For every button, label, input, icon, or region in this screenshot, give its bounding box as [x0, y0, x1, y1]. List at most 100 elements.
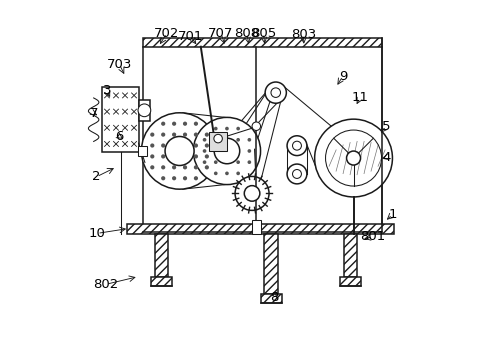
Circle shape — [202, 149, 206, 153]
Circle shape — [182, 143, 187, 148]
Text: 707: 707 — [208, 27, 233, 40]
Text: 1: 1 — [387, 208, 396, 221]
Text: 5: 5 — [381, 120, 390, 133]
Circle shape — [224, 149, 228, 153]
Text: 6: 6 — [115, 130, 123, 143]
Text: 3: 3 — [103, 84, 111, 97]
Circle shape — [172, 154, 176, 159]
Bar — [138, 146, 146, 156]
Text: 10: 10 — [89, 227, 105, 240]
Bar — [343, 234, 356, 277]
Circle shape — [292, 169, 301, 179]
Circle shape — [161, 165, 165, 169]
Circle shape — [182, 165, 187, 169]
Bar — [102, 87, 138, 152]
Circle shape — [182, 132, 187, 137]
Circle shape — [247, 138, 250, 142]
Circle shape — [172, 176, 176, 180]
Circle shape — [252, 122, 260, 131]
Circle shape — [213, 134, 222, 143]
Bar — [252, 220, 260, 234]
Circle shape — [213, 138, 217, 142]
Circle shape — [193, 176, 197, 180]
Circle shape — [224, 160, 228, 164]
Circle shape — [213, 149, 217, 153]
Text: 805: 805 — [250, 27, 276, 40]
Text: 808: 808 — [234, 27, 259, 40]
Circle shape — [204, 132, 208, 137]
Bar — [339, 277, 360, 286]
Circle shape — [224, 171, 228, 175]
Circle shape — [193, 132, 197, 137]
Bar — [138, 100, 150, 121]
Bar — [127, 224, 393, 234]
Circle shape — [247, 149, 250, 153]
Circle shape — [172, 122, 176, 126]
Circle shape — [234, 176, 269, 211]
Circle shape — [193, 165, 197, 169]
Circle shape — [236, 138, 239, 142]
Text: 7: 7 — [89, 106, 98, 120]
Circle shape — [236, 171, 239, 175]
Text: 703: 703 — [107, 58, 132, 71]
Circle shape — [193, 154, 197, 159]
Circle shape — [172, 143, 176, 148]
Circle shape — [292, 141, 301, 150]
Circle shape — [213, 171, 217, 175]
Circle shape — [204, 154, 208, 159]
Text: 2: 2 — [92, 170, 101, 183]
Circle shape — [161, 176, 165, 180]
Bar — [151, 277, 172, 286]
Text: 8: 8 — [269, 291, 278, 304]
Text: 803: 803 — [290, 28, 315, 41]
Circle shape — [247, 160, 250, 164]
Circle shape — [161, 154, 165, 159]
Circle shape — [314, 119, 392, 197]
Circle shape — [150, 154, 154, 159]
Bar — [143, 38, 381, 47]
Circle shape — [213, 127, 217, 130]
Circle shape — [236, 127, 239, 130]
Circle shape — [204, 143, 208, 148]
Text: 4: 4 — [381, 151, 389, 164]
Circle shape — [244, 186, 260, 201]
Circle shape — [325, 130, 381, 186]
Circle shape — [172, 165, 176, 169]
Circle shape — [287, 164, 306, 184]
Circle shape — [202, 160, 206, 164]
Circle shape — [182, 154, 187, 159]
Circle shape — [224, 138, 228, 142]
Bar — [209, 132, 226, 151]
Circle shape — [161, 143, 165, 148]
Circle shape — [214, 138, 239, 164]
Circle shape — [172, 132, 176, 137]
Text: 701: 701 — [178, 30, 203, 43]
Bar — [264, 234, 278, 294]
Bar — [154, 234, 168, 277]
Circle shape — [213, 160, 217, 164]
Circle shape — [202, 138, 206, 142]
Circle shape — [287, 136, 306, 155]
Circle shape — [150, 143, 154, 148]
Circle shape — [193, 122, 197, 126]
Circle shape — [236, 149, 239, 153]
Circle shape — [271, 88, 280, 97]
Text: 801: 801 — [360, 230, 385, 244]
Text: 802: 802 — [93, 278, 118, 291]
Circle shape — [224, 127, 228, 130]
Circle shape — [138, 104, 150, 117]
Circle shape — [204, 165, 208, 169]
Circle shape — [346, 151, 360, 165]
Circle shape — [165, 136, 194, 165]
Circle shape — [141, 113, 217, 189]
Text: 702: 702 — [154, 27, 179, 40]
Circle shape — [236, 160, 239, 164]
Circle shape — [161, 132, 165, 137]
Circle shape — [150, 132, 154, 137]
Circle shape — [265, 82, 286, 103]
Bar — [260, 294, 281, 303]
Circle shape — [182, 176, 187, 180]
Text: 9: 9 — [338, 70, 346, 82]
Circle shape — [182, 122, 187, 126]
Circle shape — [161, 122, 165, 126]
